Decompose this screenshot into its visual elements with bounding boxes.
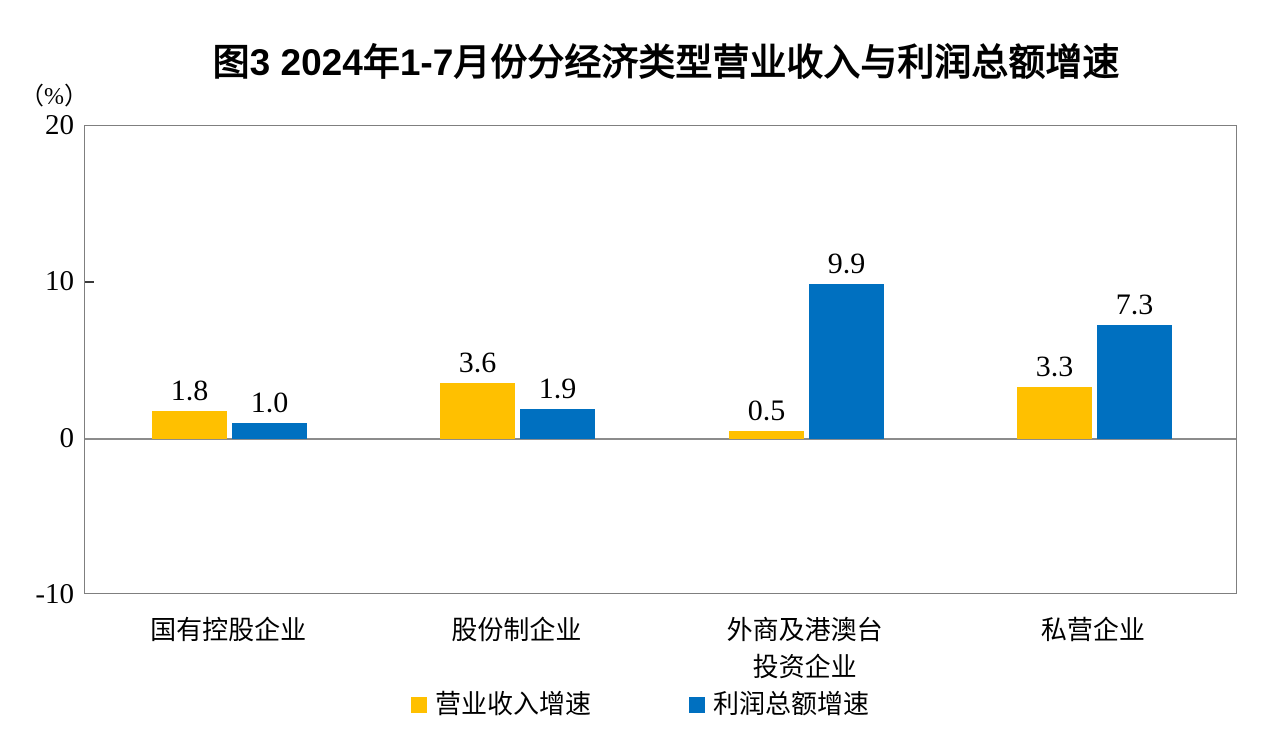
legend-item: 利润总额增速 [689, 690, 869, 720]
bar-value-label: 0.5 [747, 394, 786, 427]
bar-利润总额增速-国有控股企业 [232, 423, 307, 439]
bar-营业收入增速-外商及港澳台投资企业 [729, 431, 804, 439]
bar-营业收入增速-股份制企业 [440, 383, 515, 439]
bar-利润总额增速-私营企业 [1097, 325, 1172, 439]
y-axis-unit-label: （%） [20, 84, 88, 110]
bar-value-label: 1.9 [538, 372, 577, 405]
legend-label: 营业收入增速 [434, 690, 591, 719]
bar-value-label: 3.6 [458, 346, 497, 379]
y-axis-tick-label: 20 [45, 109, 74, 141]
legend-swatch-icon [410, 697, 427, 713]
y-axis-tick-label: 10 [45, 265, 74, 298]
chart-title: 图3 2024年1-7月份分经济类型营业收入与利润总额增速 [212, 42, 1120, 83]
bar-value-label: 7.3 [1115, 288, 1154, 321]
bar-value-label: 3.3 [1035, 350, 1074, 383]
x-axis-category-label: 股份制企业 [451, 616, 582, 645]
bar-营业收入增速-私营企业 [1017, 387, 1092, 439]
bar-value-label: 1.8 [170, 374, 209, 407]
legend-label: 利润总额增速 [713, 690, 870, 719]
x-axis-category-label: 国有控股企业 [150, 616, 307, 645]
legend-swatch-icon [689, 697, 705, 713]
bar-营业收入增速-国有控股企业 [152, 411, 227, 439]
bar-利润总额增速-股份制企业 [520, 409, 595, 439]
y-axis-tick-label: 0 [59, 421, 75, 454]
legend: 营业收入增速 利润总额增速 [0, 690, 1280, 720]
zero-gridline [85, 437, 1236, 440]
bar-value-label: 9.9 [827, 247, 866, 280]
legend-item: 营业收入增速 [410, 690, 591, 720]
x-axis-category-label: 外商及港澳台 投资企业 [726, 616, 883, 682]
bar-利润总额增速-外商及港澳台投资企业 [809, 284, 884, 439]
y-axis-tick-label: -10 [35, 578, 74, 610]
x-axis-category-label: 私营企业 [1040, 616, 1145, 645]
y-axis-tick-mark [85, 281, 94, 284]
bar-value-label: 1.0 [250, 386, 289, 419]
plot-area: 1.8 1.0 3.6 1.9 0.5 9.9 3.3 7.3 [84, 125, 1237, 594]
